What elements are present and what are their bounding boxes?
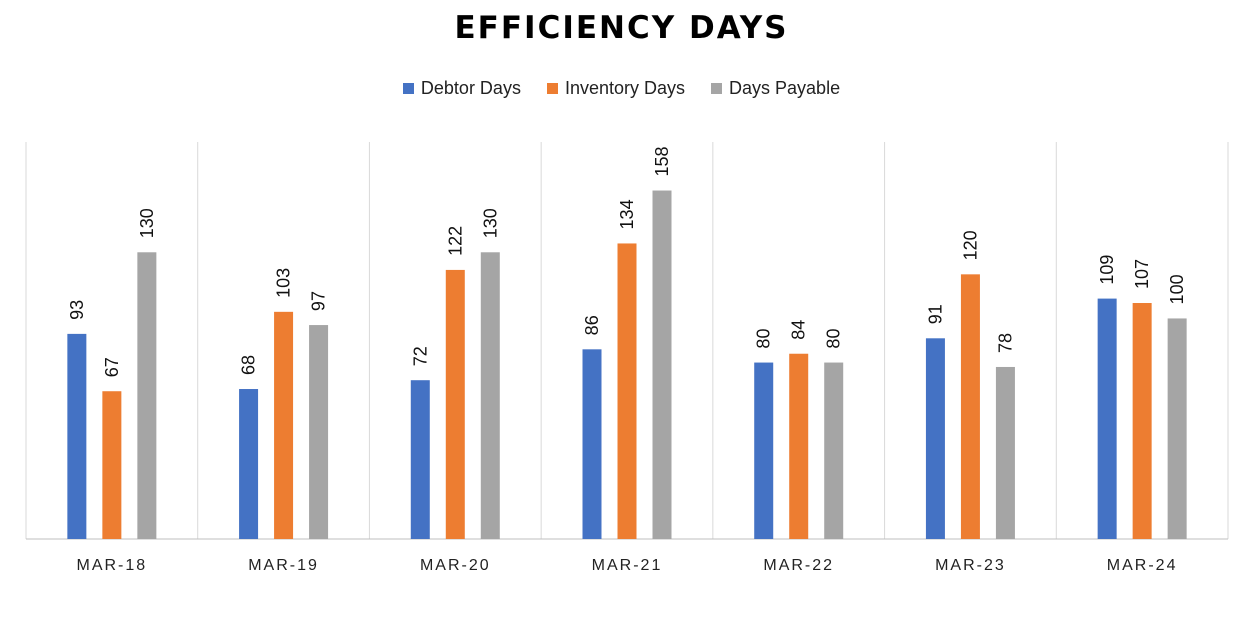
data-label: 122 (445, 226, 465, 256)
bar-inventory-days (274, 311, 294, 539)
data-label: 97 (309, 291, 329, 311)
bar-inventory-days (445, 269, 465, 539)
legend-swatch (402, 83, 414, 94)
x-tick-label: MAR-22 (763, 557, 834, 574)
bar-debtor-days (1097, 298, 1117, 539)
data-label: 109 (1097, 255, 1117, 285)
chart-title: EFFICIENCY DAYS (454, 10, 789, 46)
data-label: 78 (995, 333, 1015, 353)
legend-item-inventory-days: Inventory Days (546, 78, 686, 99)
bar-days-payable (1167, 318, 1187, 539)
data-label: 91 (925, 304, 945, 324)
data-label: 93 (67, 300, 87, 320)
bar-days-payable (652, 190, 672, 539)
bar-debtor-days (754, 362, 774, 539)
data-label: 68 (239, 355, 259, 375)
bar-inventory-days (789, 353, 809, 539)
bar-debtor-days (239, 389, 259, 539)
legend-item-days-payable: Days Payable (711, 78, 840, 99)
data-label: 130 (137, 208, 157, 238)
bar-debtor-days (410, 380, 430, 539)
bar-days-payable (137, 252, 157, 539)
legend-swatch (546, 83, 558, 94)
legend: Debtor Days Inventory Days Days Payable (0, 78, 1243, 99)
bar-inventory-days (960, 274, 980, 539)
data-label: 130 (480, 208, 500, 238)
bar-days-payable (480, 252, 500, 539)
bar-inventory-days (617, 243, 637, 539)
bar-days-payable (824, 362, 844, 539)
legend-swatch (711, 83, 723, 94)
bar-debtor-days (925, 338, 945, 539)
data-label: 86 (582, 315, 602, 335)
x-tick-label: MAR-20 (420, 557, 491, 574)
legend-item-debtor-days: Debtor Days (402, 78, 521, 99)
bar-days-payable (995, 366, 1015, 539)
data-label: 134 (617, 199, 637, 229)
bar-days-payable (309, 325, 329, 539)
data-label: 100 (1167, 274, 1187, 304)
data-label: 103 (274, 268, 294, 298)
data-label: 80 (754, 329, 774, 349)
data-label: 80 (824, 329, 844, 349)
data-label: 120 (960, 230, 980, 260)
bar-debtor-days (582, 349, 602, 539)
data-label: 72 (410, 346, 430, 366)
legend-label: Debtor Days (420, 78, 521, 98)
bar-debtor-days (67, 333, 87, 539)
x-tick-label: MAR-21 (592, 557, 663, 574)
bar-inventory-days (102, 391, 122, 539)
bar-inventory-days (1132, 303, 1152, 539)
x-tick-label: MAR-23 (935, 557, 1006, 574)
data-label: 67 (102, 357, 122, 377)
legend-label: Inventory Days (564, 78, 686, 98)
x-tick-label: MAR-24 (1107, 557, 1178, 574)
x-tick-label: MAR-19 (248, 557, 319, 574)
legend-label: Days Payable (729, 78, 841, 98)
data-label: 107 (1132, 259, 1152, 289)
x-tick-label: MAR-18 (77, 557, 148, 574)
data-label: 84 (789, 320, 809, 340)
data-label: 158 (652, 146, 672, 176)
